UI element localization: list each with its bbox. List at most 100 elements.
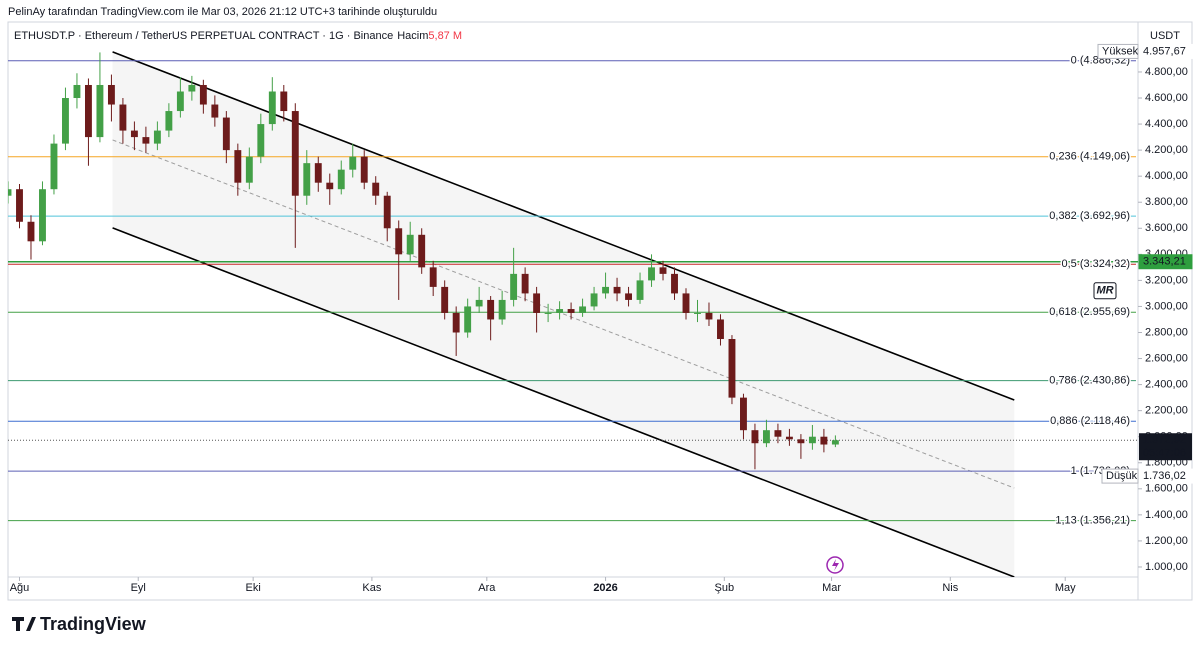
- candle-body: [188, 84, 196, 92]
- candle-body: [119, 104, 127, 131]
- candle-body: [441, 286, 449, 313]
- y-tick-label: 2.400,00: [1145, 379, 1188, 391]
- y-tick-label: 4.200,00: [1145, 144, 1188, 156]
- candle-body: [360, 156, 368, 183]
- credit: PelinAy tarafından TradingView.com ile M…: [8, 6, 437, 18]
- candle-body: [326, 182, 334, 190]
- countdown: 05:47:06: [1143, 447, 1186, 459]
- candle-body: [625, 293, 632, 300]
- candle-body: [142, 137, 150, 144]
- candle-body: [774, 430, 782, 437]
- y-tick-label: 1.200,00: [1145, 535, 1188, 547]
- hline-tag-box: [1138, 254, 1193, 270]
- candle-body: [544, 312, 552, 314]
- candle-body: [429, 267, 437, 287]
- y-tick-label: 4.000,00: [1145, 170, 1188, 182]
- x-tick-label: Mar: [822, 582, 841, 594]
- candle-body: [694, 312, 701, 314]
- candle-body: [452, 312, 460, 333]
- x-tick-label: Nis: [942, 582, 958, 594]
- candle-body: [751, 430, 759, 444]
- candle-body: [234, 150, 242, 183]
- candle-body: [831, 440, 839, 445]
- candle-body: [16, 189, 23, 222]
- candle-body: [8, 189, 12, 196]
- channel-middle: [112, 139, 1015, 489]
- high-tag-name: Yüksek: [1102, 45, 1139, 57]
- candle-body: [39, 189, 46, 242]
- candle-body: [705, 312, 713, 320]
- currency: USDT: [1150, 30, 1180, 42]
- candle-body: [62, 98, 69, 144]
- candle-body: [785, 436, 793, 440]
- candle-body: [728, 339, 736, 398]
- x-tick-label: 2026: [593, 582, 617, 594]
- candle-body: [406, 234, 414, 255]
- candle-body: [245, 156, 253, 183]
- low-tag-box: [1138, 468, 1193, 484]
- candle-body: [464, 306, 472, 333]
- plot: [8, 51, 1138, 577]
- y-tick-label: 3.200,00: [1145, 274, 1188, 286]
- candle-body: [199, 84, 207, 105]
- x-tick-label: May: [1055, 582, 1076, 594]
- y-tick-label: 3.000,00: [1145, 300, 1188, 312]
- candle-body: [211, 104, 219, 118]
- fib-label: 0,618 (2.955,69): [1049, 306, 1130, 318]
- candle-body: [27, 221, 35, 242]
- y-tick-label: 4.600,00: [1145, 92, 1188, 104]
- candle-body: [613, 286, 621, 294]
- fib-label: 0,236 (4.149,06): [1049, 151, 1130, 163]
- brand-logo: [12, 617, 36, 631]
- candle-body: [762, 430, 770, 444]
- badge-box: [1093, 282, 1117, 300]
- candle-body: [50, 143, 58, 190]
- candle-body: [153, 130, 161, 144]
- candle-body: [314, 163, 322, 183]
- candle-body: [96, 84, 104, 138]
- channel-upper: [112, 51, 1015, 401]
- y-tick-label: 2.600,00: [1145, 352, 1188, 364]
- y-tick-label: 2.200,00: [1145, 405, 1188, 417]
- candle-body: [579, 306, 587, 313]
- brand: TradingView: [40, 614, 147, 634]
- candle-body: [176, 91, 184, 112]
- x-tick-label: Şub: [715, 582, 735, 594]
- candle-body: [337, 169, 345, 190]
- candle-body: [533, 293, 541, 313]
- low-tag-value: 1.736,02: [1143, 470, 1186, 482]
- x-tick-label: Ara: [478, 582, 496, 594]
- high-tag-box: [1138, 43, 1193, 59]
- y-tick-label: 3.800,00: [1145, 196, 1188, 208]
- candle-body: [797, 439, 805, 444]
- high-tag-value: 4.957,67: [1143, 45, 1186, 57]
- symbol: ETHUSDT.P · Ethereum / TetherUS PERPETUA…: [14, 30, 393, 42]
- fib-label: 0,5 (3.324,32): [1062, 258, 1131, 270]
- candle-body: [475, 299, 483, 307]
- last-price-value: 1.972,92: [1143, 434, 1186, 446]
- candle-body: [659, 267, 667, 274]
- candle-body: [222, 117, 230, 151]
- volume-label: Hacim: [397, 30, 428, 42]
- y-tick-label: 4.400,00: [1145, 118, 1188, 130]
- y-tick-label: 4.800,00: [1145, 66, 1188, 78]
- candle-body: [682, 293, 690, 313]
- x-tick-label: Kas: [362, 582, 381, 594]
- candle-body: [418, 234, 426, 268]
- candle-body: [73, 84, 81, 99]
- candle-body: [556, 309, 564, 313]
- candle-body: [165, 111, 173, 131]
- candle-body: [383, 195, 391, 229]
- high-tag-name-box: [1097, 43, 1139, 59]
- candle-body: [567, 309, 575, 313]
- fib-label: 0,786 (2.430,86): [1049, 374, 1130, 386]
- panel-border: [7, 21, 1193, 601]
- candle-body: [510, 273, 518, 300]
- hline-tag-value: 3.343,21: [1143, 256, 1186, 268]
- candle-body: [487, 299, 495, 320]
- y-tick-label: 3.600,00: [1145, 222, 1188, 234]
- y-tick-label: 2.800,00: [1145, 326, 1188, 338]
- candle-body: [349, 156, 357, 170]
- candle-body: [107, 84, 115, 105]
- x-tick-label: Ağu: [10, 582, 30, 594]
